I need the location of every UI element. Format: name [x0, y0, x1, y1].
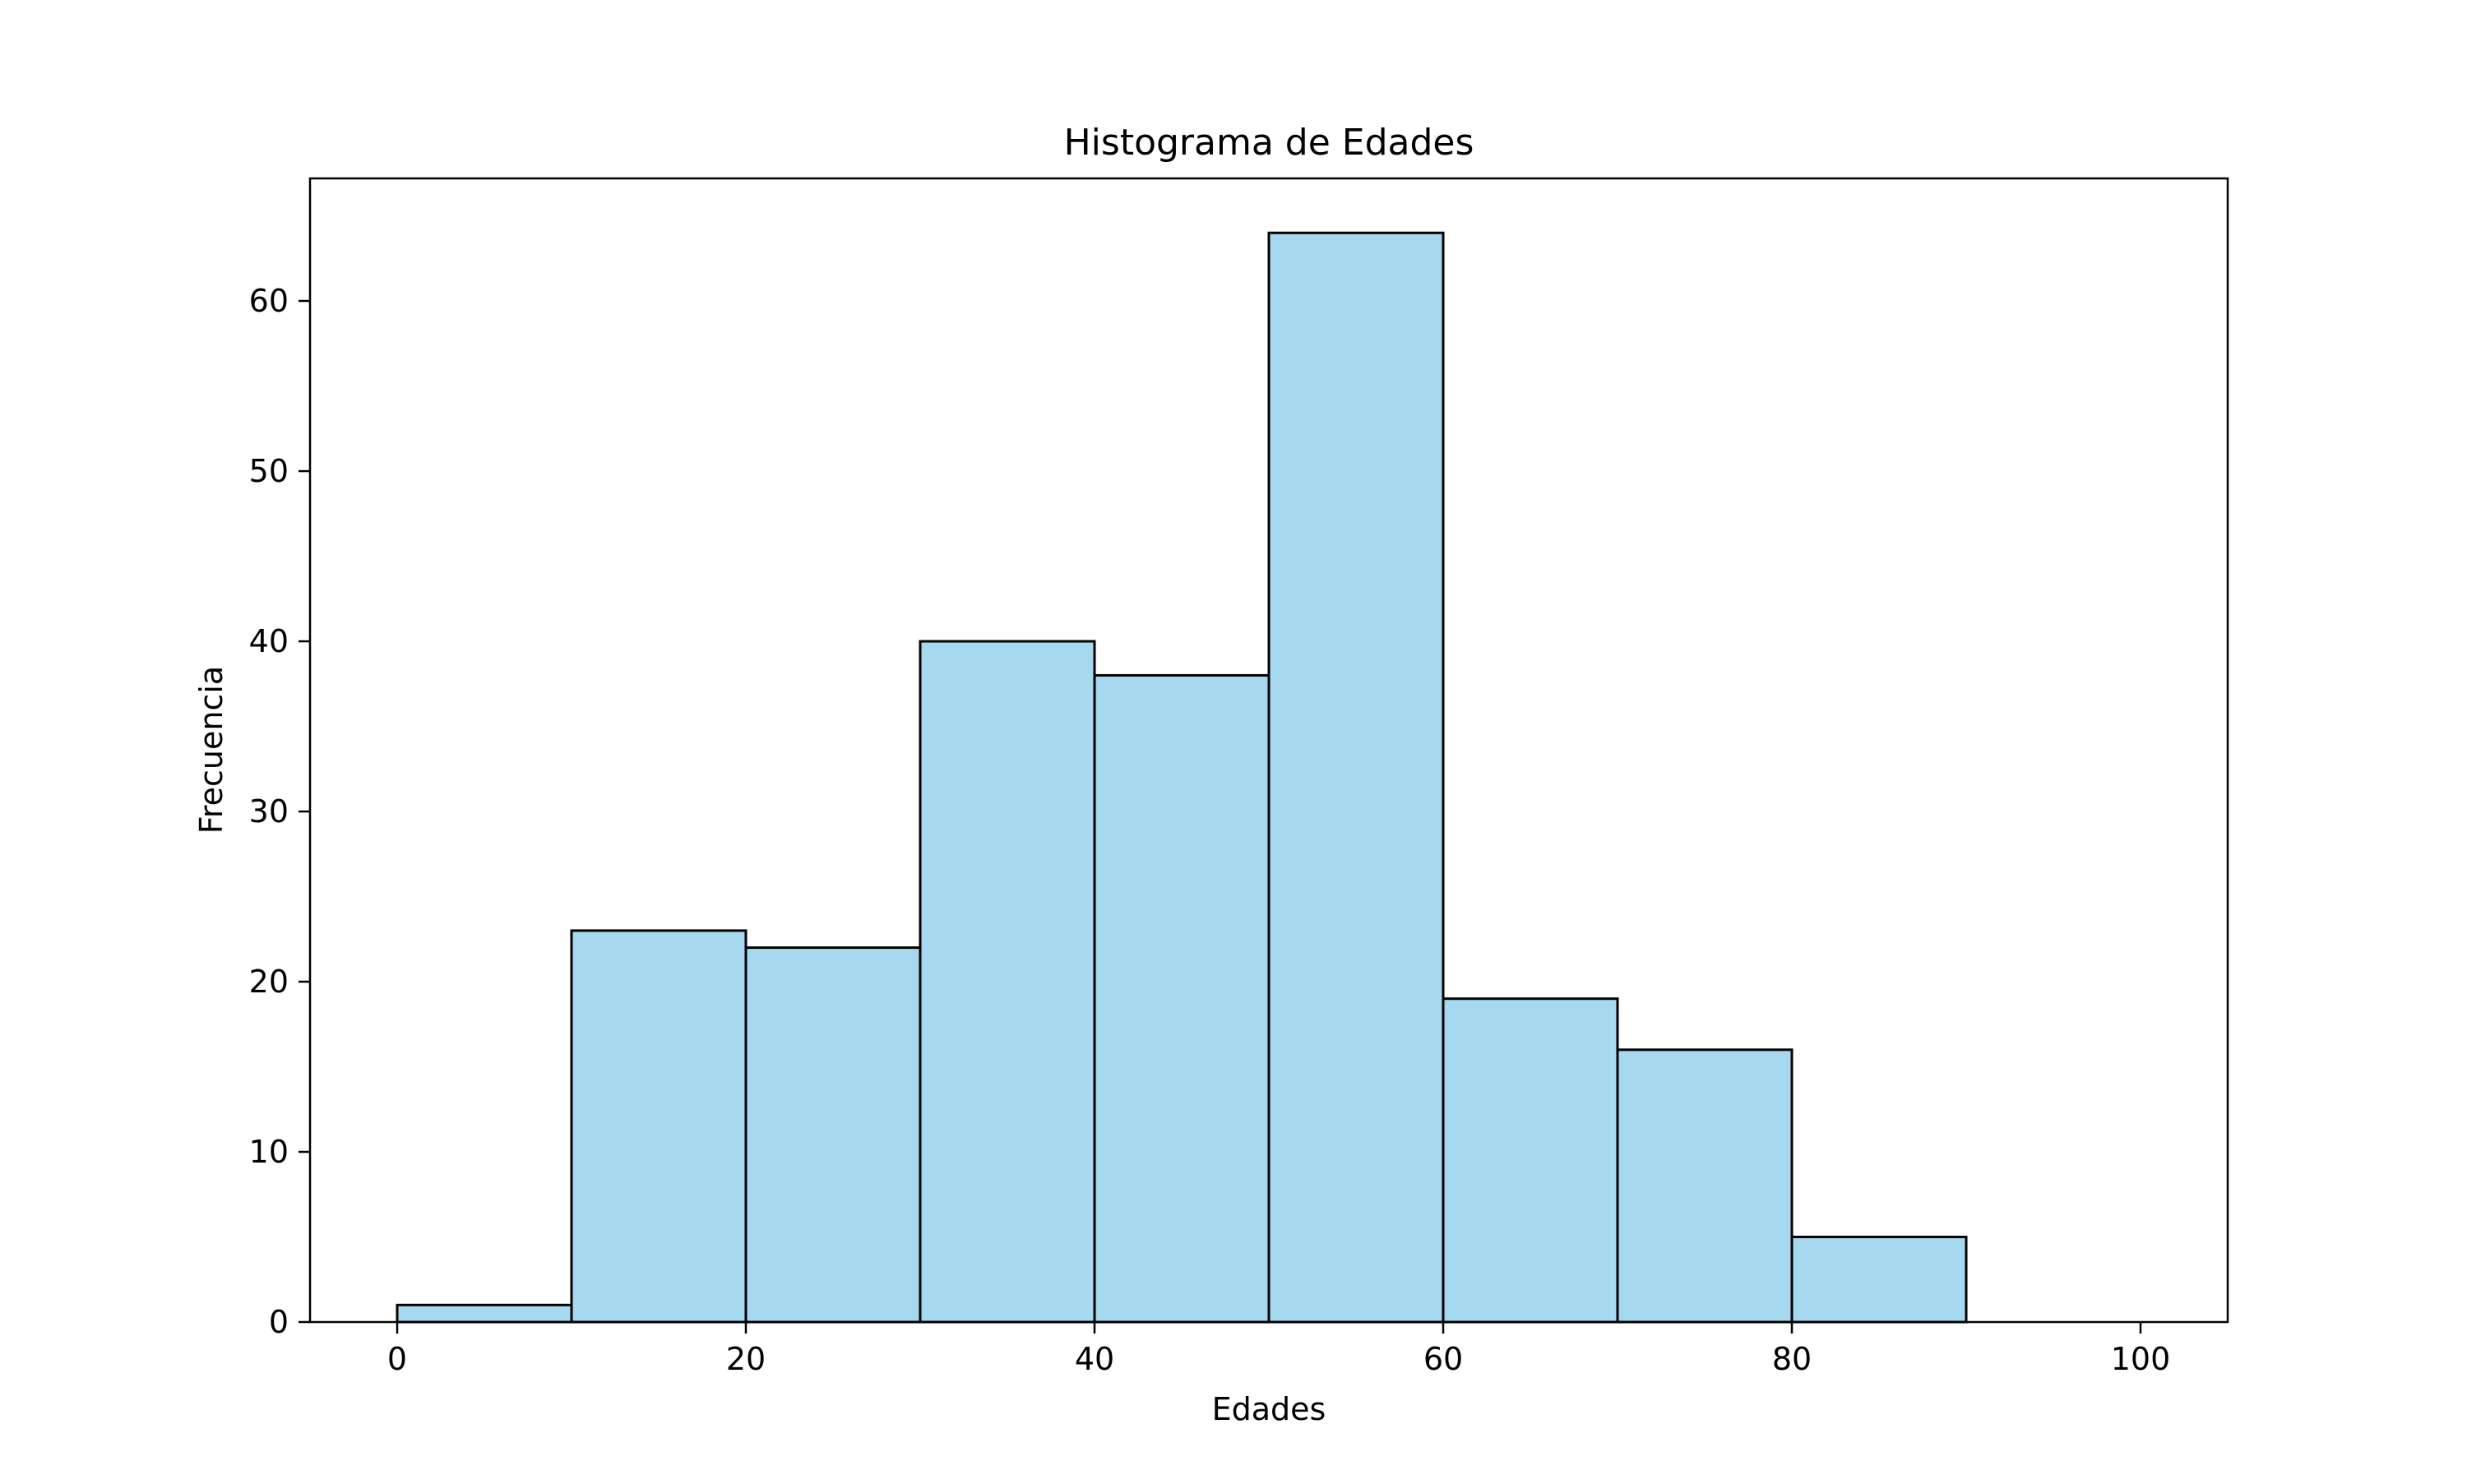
histogram-bar	[570, 929, 748, 1324]
x-tick-label: 20	[726, 1341, 766, 1377]
histogram-bar	[919, 640, 1096, 1324]
histogram-bar	[1093, 673, 1271, 1324]
histogram-bar	[744, 946, 922, 1324]
y-tick-label: 30	[249, 793, 289, 830]
y-tick-label: 50	[249, 453, 289, 489]
y-tick-label: 20	[249, 964, 289, 1000]
histogram-bar	[1790, 1236, 1968, 1324]
y-tick-label: 40	[249, 623, 289, 659]
histogram-bar	[1267, 231, 1445, 1324]
histogram-bar	[1442, 997, 1619, 1324]
chart-title: Histograma de Edades	[1064, 122, 1474, 164]
x-axis-ticks: 0 20 40 60 80 100	[387, 1322, 2170, 1377]
plot-frame	[308, 177, 2229, 1324]
x-tick-label: 0	[387, 1341, 407, 1377]
histogram-bar	[1616, 1048, 1794, 1324]
bars-group	[396, 231, 1968, 1324]
y-axis-label: Frecuencia	[193, 666, 229, 834]
x-tick-label: 100	[2111, 1341, 2171, 1377]
y-tick-label: 0	[269, 1304, 289, 1340]
y-axis-ticks: 0 10 20 30 40 50 60	[249, 283, 310, 1340]
y-tick-label: 10	[249, 1134, 289, 1170]
y-tick-label: 60	[249, 283, 289, 319]
x-tick-label: 40	[1075, 1341, 1114, 1377]
x-tick-label: 80	[1772, 1341, 1812, 1377]
histogram-bar	[396, 1303, 573, 1324]
x-axis-label: Edades	[1212, 1391, 1326, 1427]
x-tick-label: 60	[1423, 1341, 1463, 1377]
